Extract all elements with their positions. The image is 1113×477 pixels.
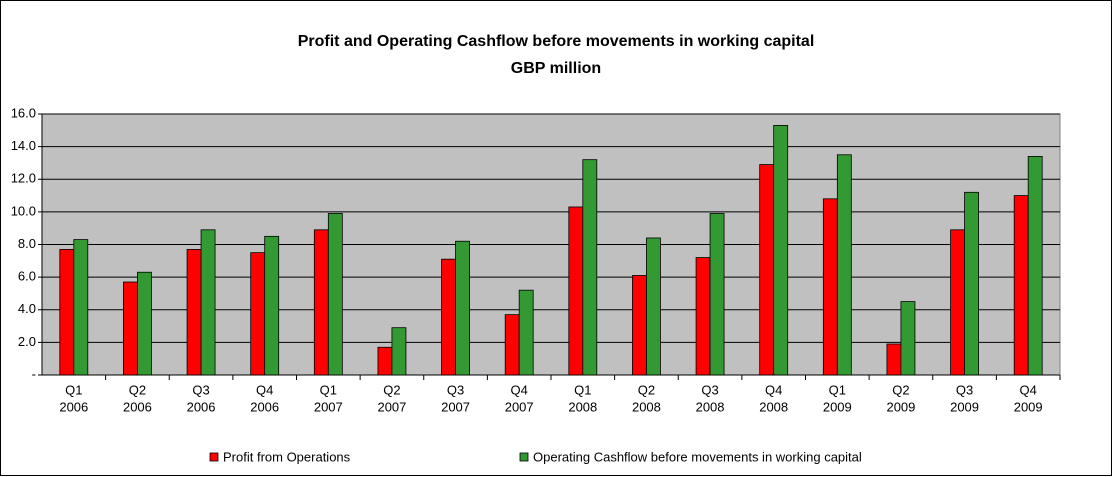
x-tick-label: Q4 <box>511 382 528 397</box>
x-tick-label: Q1 <box>320 382 337 397</box>
bar <box>646 237 661 376</box>
x-tick-label: Q3 <box>956 382 973 397</box>
chart-subtitle: GBP million <box>511 60 601 77</box>
bar <box>441 258 456 376</box>
bar <box>137 271 152 376</box>
legend-label: Operating Cashflow before movements in w… <box>533 449 862 464</box>
y-tick-label: 6.0 <box>18 269 36 284</box>
bar <box>518 289 534 376</box>
y-tick-label: - <box>32 366 36 381</box>
bar <box>313 229 329 376</box>
x-tick-label: 2008 <box>632 399 661 414</box>
x-tick-label: 2006 <box>123 399 152 414</box>
x-tick-label: 2006 <box>59 399 88 414</box>
x-tick-label: Q3 <box>701 382 718 397</box>
x-tick-label: 2007 <box>441 399 470 414</box>
x-tick-label: Q2 <box>129 382 146 397</box>
legend-swatch <box>519 452 529 462</box>
bar <box>250 252 266 376</box>
bar <box>1013 195 1029 376</box>
x-tick-label: 2006 <box>187 399 216 414</box>
x-tick-label: 2007 <box>314 399 343 414</box>
bar <box>709 213 725 376</box>
x-tick-label: Q4 <box>256 382 273 397</box>
bar <box>822 198 838 376</box>
x-tick-label: 2008 <box>759 399 788 414</box>
y-tick-label: 4.0 <box>18 301 36 316</box>
y-tick-label: 10.0 <box>11 203 36 218</box>
x-tick-label: 2009 <box>823 399 852 414</box>
bar <box>59 248 75 376</box>
bar <box>73 239 89 376</box>
x-tick-label: 2008 <box>568 399 597 414</box>
x-tick-label: Q1 <box>829 382 846 397</box>
bar <box>759 164 775 376</box>
x-tick-label: Q2 <box>383 382 400 397</box>
x-tick-label: Q4 <box>1020 382 1037 397</box>
y-tick-label: 16.0 <box>11 105 36 120</box>
x-tick-label: 2009 <box>1014 399 1043 414</box>
bar <box>455 240 470 376</box>
bar <box>964 191 979 376</box>
bar <box>950 229 965 376</box>
y-tick-label: 8.0 <box>18 236 36 251</box>
x-tick-label: 2007 <box>505 399 534 414</box>
bar <box>200 229 216 376</box>
legend-swatch <box>209 452 219 462</box>
y-tick-label: 2.0 <box>18 334 36 349</box>
x-tick-label: 2006 <box>250 399 279 414</box>
x-tick-label: Q3 <box>192 382 209 397</box>
bar <box>582 159 598 376</box>
x-tick-label: 2007 <box>377 399 406 414</box>
x-tick-label: Q1 <box>65 382 82 397</box>
bar <box>264 235 280 376</box>
x-tick-label: Q4 <box>765 382 782 397</box>
bar <box>886 343 902 376</box>
bar <box>836 154 852 376</box>
bar <box>773 125 789 376</box>
bar <box>1027 156 1043 376</box>
bar <box>123 281 138 376</box>
bar <box>327 213 343 376</box>
x-tick-label: Q2 <box>892 382 909 397</box>
bar <box>900 301 916 376</box>
x-tick-label: Q3 <box>447 382 464 397</box>
x-tick-label: 2008 <box>696 399 725 414</box>
x-tick-label: 2009 <box>886 399 915 414</box>
bar <box>568 206 584 376</box>
x-tick-label: Q2 <box>638 382 655 397</box>
y-tick-label: 12.0 <box>11 171 36 186</box>
x-tick-label: Q1 <box>574 382 591 397</box>
bar <box>186 248 202 376</box>
bar <box>632 275 647 376</box>
x-tick-label: 2009 <box>950 399 979 414</box>
chart-title: Profit and Operating Cashflow before mov… <box>298 33 815 50</box>
y-tick-label: 14.0 <box>11 138 36 153</box>
bar <box>504 314 520 376</box>
bar <box>391 327 407 376</box>
bar <box>695 257 711 376</box>
bar <box>377 346 393 376</box>
legend-label: Profit from Operations <box>223 449 351 464</box>
